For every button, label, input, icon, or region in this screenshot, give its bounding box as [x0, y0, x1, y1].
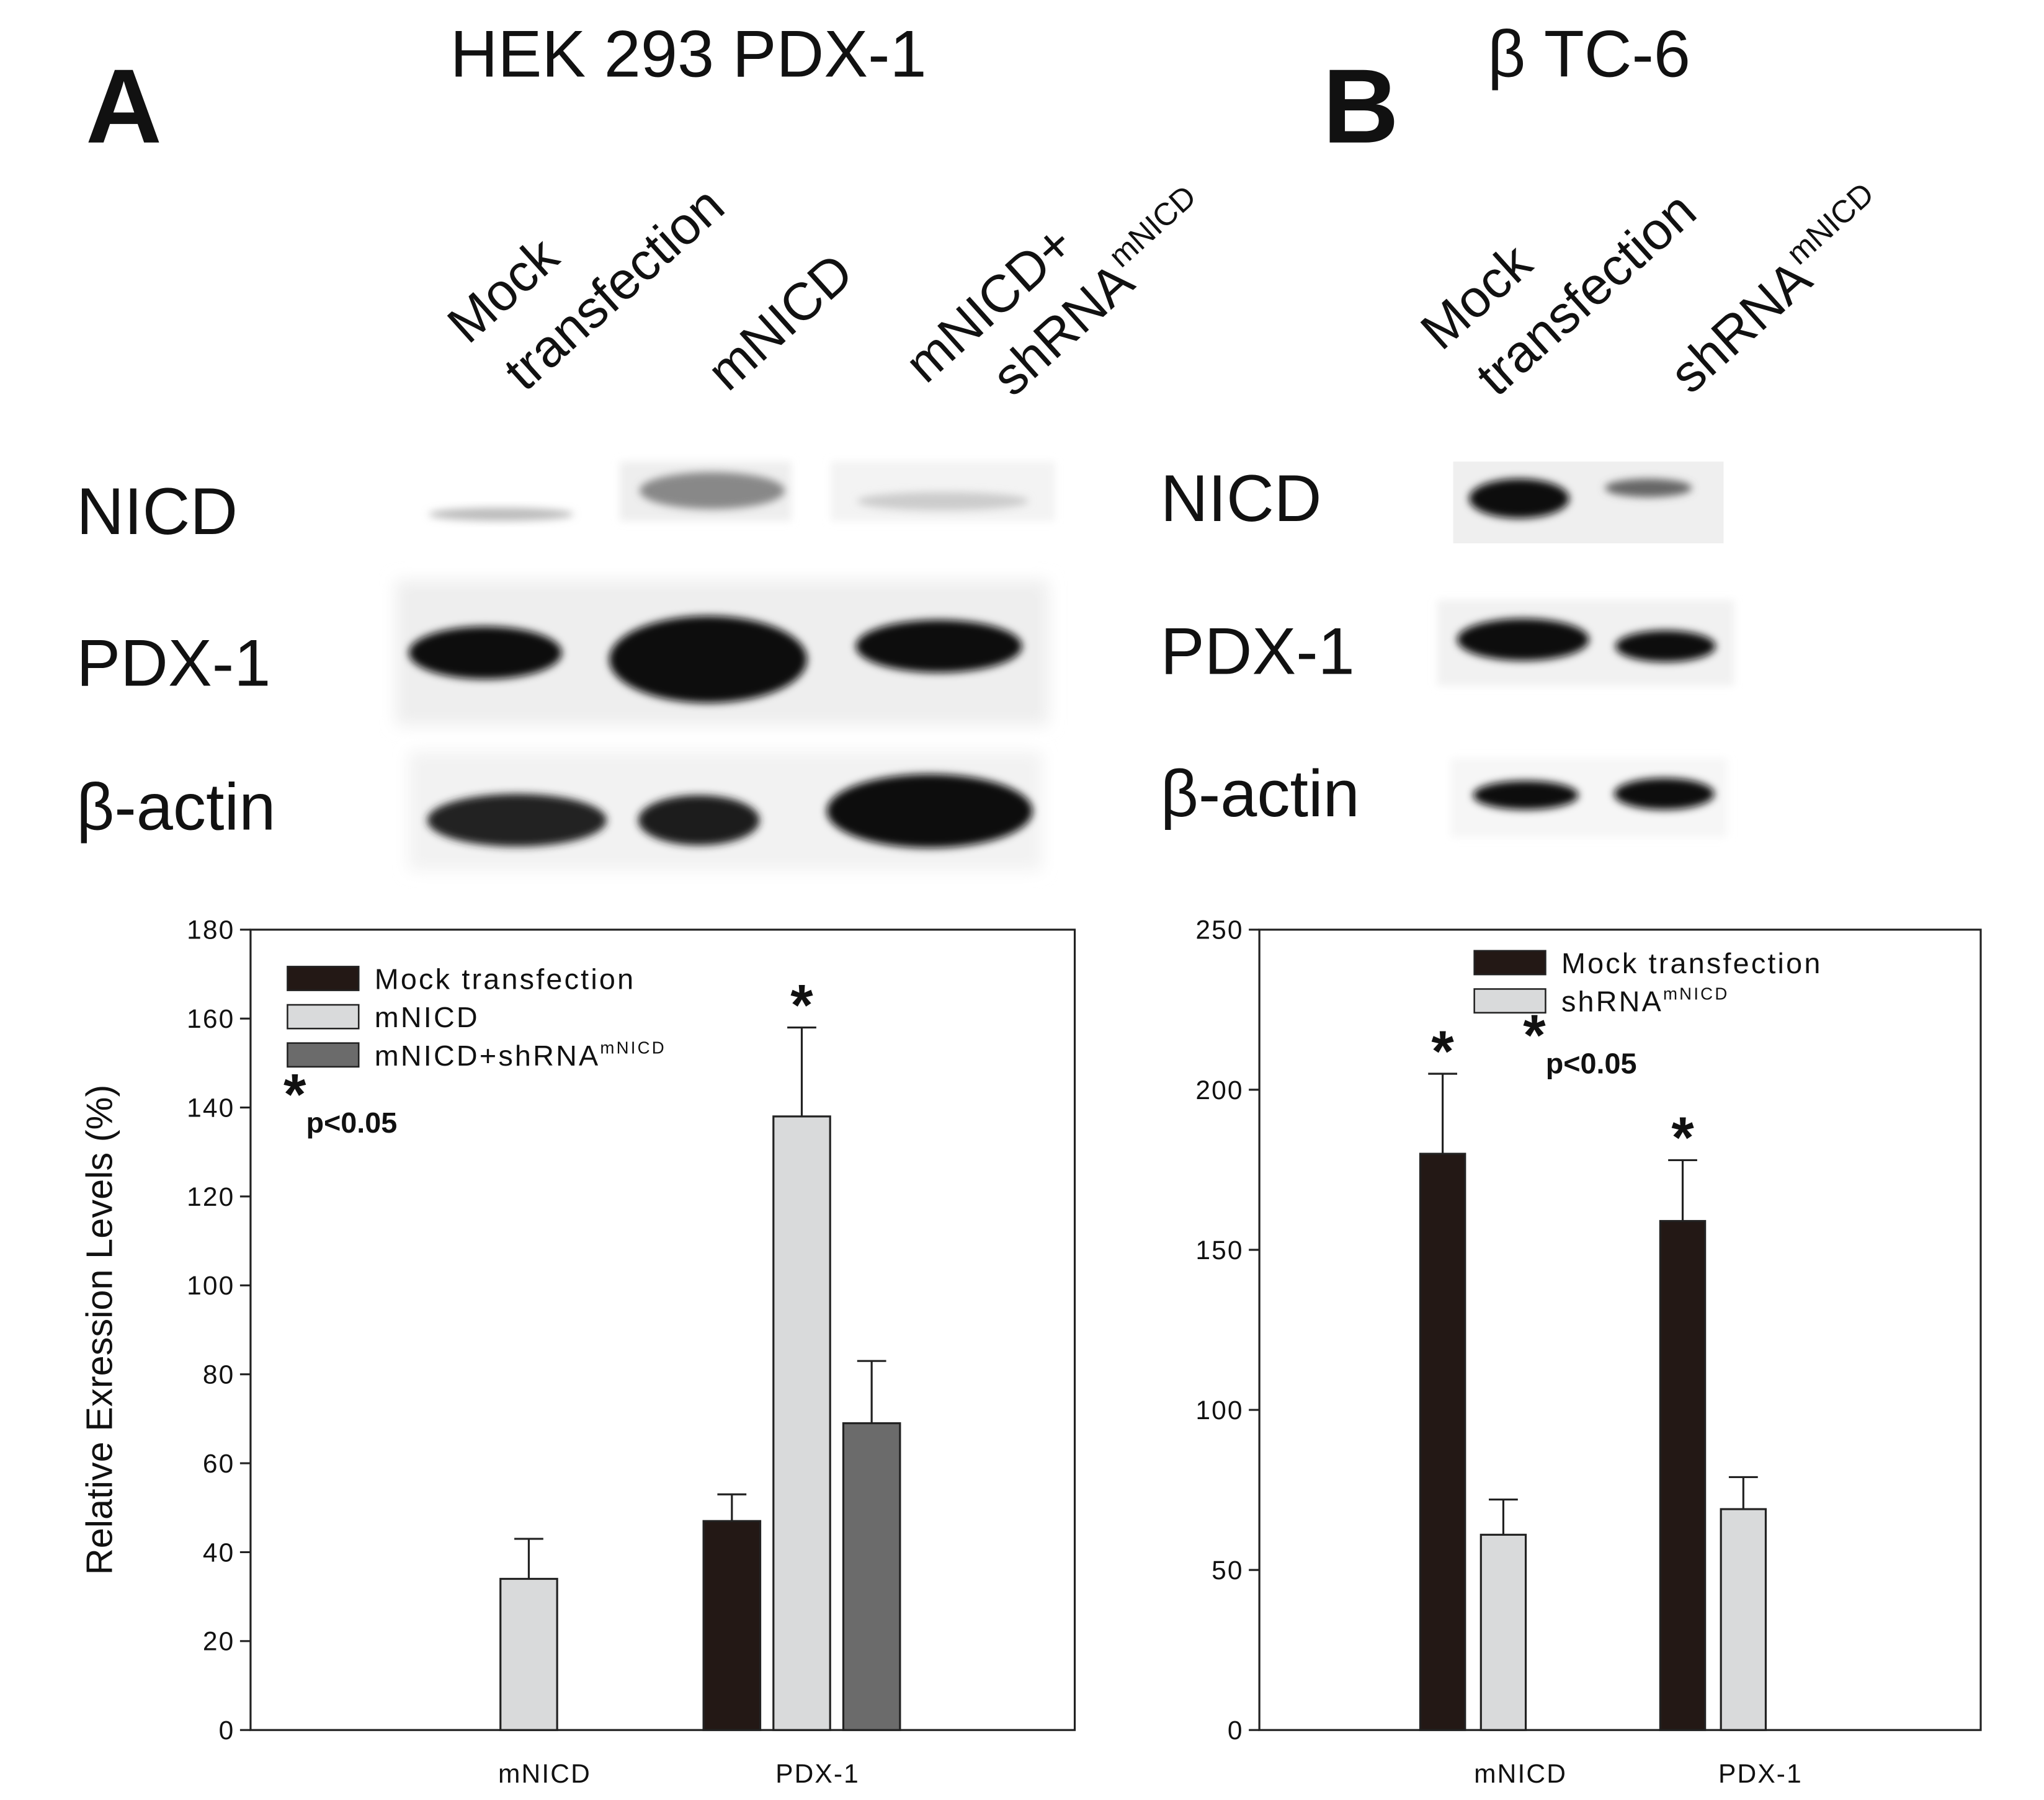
error-bar [1489, 1498, 1518, 1535]
panel-label: B [1323, 48, 1399, 166]
y-tick-label: 100 [187, 1272, 234, 1301]
lane-label-text: mNICD [697, 243, 865, 402]
note-text: p<0.05 [306, 1107, 397, 1139]
error-bar [717, 1493, 747, 1522]
error-bar [514, 1538, 543, 1579]
legend-label: mNICD [375, 1001, 480, 1033]
y-tick-label: 250 [1195, 916, 1243, 945]
legend-swatch [287, 1004, 360, 1030]
y-tick-label: 50 [1212, 1556, 1244, 1585]
bar [1479, 1533, 1527, 1731]
x-tick-label: PDX-1 [775, 1760, 860, 1789]
bar [702, 1520, 762, 1731]
row-label: NICD [76, 475, 238, 548]
bar [1419, 1152, 1466, 1731]
row-label: β-actin [1161, 757, 1360, 831]
y-tick-label: 20 [203, 1628, 235, 1657]
panel-title: β TC-6 [1488, 17, 1690, 91]
y-tick-label: 180 [187, 916, 234, 945]
y-tick-label: 80 [203, 1361, 235, 1390]
note-symbol: * [1523, 1002, 1546, 1067]
significance-star: * [1671, 1105, 1694, 1170]
legend-label: shRNAmNICD [1561, 984, 1729, 1017]
legend-superscript: mNICD [600, 1038, 666, 1058]
bar [842, 1422, 901, 1731]
legend-text: Mock transfection [1561, 947, 1823, 979]
bar [1720, 1508, 1767, 1731]
significance-star: * [1431, 1018, 1454, 1084]
bar [499, 1577, 558, 1731]
legend-swatch [1473, 950, 1546, 976]
panel-label: A [86, 48, 162, 166]
row-label: PDX-1 [76, 626, 270, 700]
panel-title: HEK 293 PDX-1 [450, 17, 927, 91]
lane-label: mNICD [697, 243, 865, 402]
legend-text: shRNA [1561, 986, 1663, 1018]
y-tick-label: 200 [1195, 1076, 1243, 1105]
legend-label: Mock transfection [375, 963, 636, 995]
y-tick-label: 0 [1228, 1716, 1244, 1745]
x-tick-label: mNICD [1474, 1760, 1567, 1789]
significance-note: *p<0.05 [1523, 1002, 1636, 1080]
row-label: β-actin [76, 770, 275, 844]
legend-swatch [287, 966, 360, 991]
legend-label: mNICD+shRNAmNICD [375, 1038, 666, 1072]
error-bar [787, 1026, 816, 1116]
legend-text: Mock transfection [375, 963, 636, 995]
row-label: PDX-1 [1161, 614, 1355, 688]
y-tick-label: 160 [187, 1005, 234, 1034]
row-label: NICD [1161, 461, 1322, 535]
y-tick-label: 0 [219, 1716, 235, 1745]
error-bar [1428, 1072, 1458, 1154]
y-tick-label: 100 [1195, 1396, 1243, 1425]
note-text: p<0.05 [1546, 1048, 1637, 1080]
y-tick-label: 140 [187, 1094, 234, 1123]
x-tick-label: PDX-1 [1718, 1760, 1803, 1789]
legend-text: mNICD+shRNA [375, 1040, 600, 1072]
plot-frame [249, 929, 1076, 1731]
legend-superscript: mNICD [1663, 984, 1729, 1003]
y-tick-label: 40 [203, 1538, 235, 1567]
y-tick-label: 150 [1195, 1236, 1243, 1265]
error-bar [857, 1360, 886, 1424]
plot-frame [1258, 929, 1982, 1731]
y-tick-label: 120 [187, 1183, 234, 1212]
lane-label-superscript: mNICD [1780, 176, 1880, 271]
significance-note: *p<0.05 [283, 1061, 397, 1139]
error-bar [1728, 1476, 1758, 1510]
legend-swatch [287, 1042, 360, 1068]
lane-label-superscript: mNICD [1102, 178, 1202, 274]
legend-label: Mock transfection [1561, 947, 1823, 979]
legend-text: mNICD [375, 1001, 480, 1033]
x-tick-label: mNICD [498, 1760, 591, 1789]
bar [772, 1115, 831, 1731]
bar [1659, 1219, 1707, 1731]
y-tick-label: 60 [203, 1450, 235, 1479]
y-axis-label: Relative Exression Levels (%) [79, 1085, 120, 1575]
lane-label-text: shRNA [1659, 249, 1823, 404]
legend-swatch [1473, 988, 1546, 1014]
error-bar [1668, 1159, 1697, 1221]
note-symbol: * [283, 1061, 306, 1126]
blot-bands [409, 472, 1716, 849]
significance-star: * [790, 972, 813, 1037]
